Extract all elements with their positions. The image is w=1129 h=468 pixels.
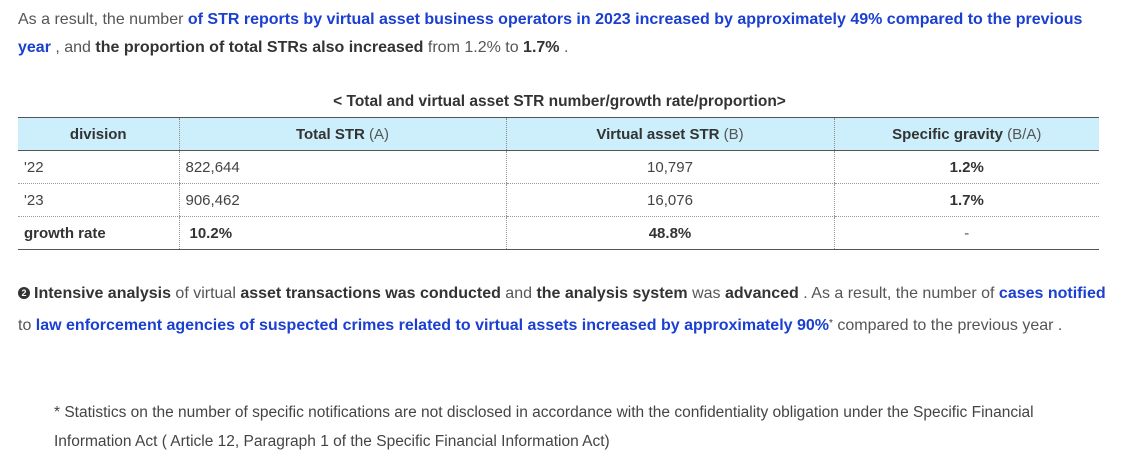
footnote-marker: * <box>829 318 833 329</box>
cell-virtual: 16,076 <box>505 183 834 217</box>
paragraph-str-increase: As a result, the number of STR reports b… <box>18 6 1118 62</box>
cell-total: 822,644 <box>178 150 506 184</box>
text: . <box>559 39 569 56</box>
table-row: growth rate 10.2% 48.8% - <box>18 216 1099 250</box>
cell-division: '22 <box>18 150 179 184</box>
text: from 1.2% to <box>423 39 524 56</box>
cell-division: growth rate <box>18 216 179 250</box>
header-virtual-asset-str: Virtual asset STR (B) <box>505 117 834 151</box>
bold-proportion: the proportion of total STRs also increa… <box>95 39 424 56</box>
table-caption: < Total and virtual asset STR number/gro… <box>333 93 786 110</box>
table-row: '22 822,644 10,797 1.2% <box>18 150 1099 184</box>
cell-gravity: 1.7% <box>833 183 1099 217</box>
bold-advanced: advanced <box>725 285 799 302</box>
bold-intensive-analysis: Intensive analysis <box>34 285 171 302</box>
bold-percent: 1.7% <box>523 39 560 56</box>
str-table: division Total STR (A) Virtual asset STR… <box>18 117 1099 250</box>
paragraph-notified-cases: 2 Intensive analysis of virtual asset tra… <box>18 285 1106 334</box>
footnote: * Statistics on the number of specific n… <box>54 404 1034 450</box>
cell-gravity: - <box>833 216 1099 250</box>
table-header-row: division Total STR (A) Virtual asset STR… <box>18 117 1099 151</box>
text: , and <box>50 39 96 56</box>
header-total-str: Total STR (A) <box>178 117 506 151</box>
highlight-str-reports: of STR reports by virtual asset business… <box>18 11 1083 56</box>
table-row: '23 906,462 16,076 1.7% <box>18 183 1099 217</box>
cell-gravity: 1.2% <box>833 150 1099 184</box>
highlight-law-enforcement: law enforcement agencies of suspected cr… <box>35 317 830 334</box>
header-specific-gravity: Specific gravity (B/A) <box>833 117 1099 151</box>
cell-virtual: 10,797 <box>505 150 834 184</box>
numbered-bullet-icon: 2 <box>18 286 30 299</box>
cell-division: '23 <box>18 183 179 217</box>
highlight-cases-notified: cases notified <box>998 285 1106 302</box>
cell-total: 10.2% <box>178 216 506 250</box>
bold-transactions: asset transactions was conducted <box>240 285 501 302</box>
header-division: division <box>18 117 179 151</box>
bold-analysis-system: the analysis system <box>536 285 688 302</box>
cell-virtual: 48.8% <box>505 216 834 250</box>
cell-total: 906,462 <box>178 183 506 217</box>
text: As a result, the number <box>18 11 188 28</box>
